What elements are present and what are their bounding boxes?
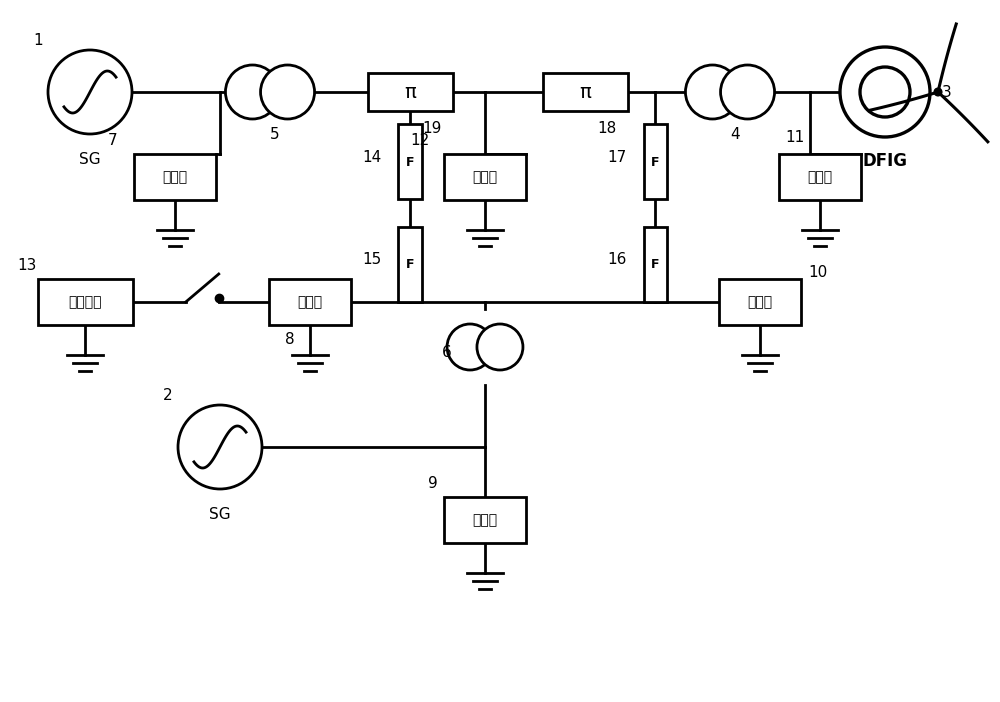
Text: SG: SG bbox=[79, 152, 101, 167]
Text: 负荷５: 负荷５ bbox=[807, 170, 833, 184]
Text: F: F bbox=[651, 156, 659, 168]
Text: F: F bbox=[651, 258, 659, 270]
Text: 1: 1 bbox=[33, 33, 43, 48]
Bar bbox=[444, 154, 526, 200]
Circle shape bbox=[860, 67, 910, 117]
Circle shape bbox=[934, 88, 942, 96]
Bar bbox=[269, 279, 351, 325]
Text: 负荷４: 负荷４ bbox=[747, 295, 773, 309]
Text: DFIG: DFIG bbox=[862, 152, 908, 170]
Text: 附加负荷: 附加负荷 bbox=[68, 295, 102, 309]
Bar bbox=[644, 227, 666, 301]
Text: 12: 12 bbox=[410, 133, 430, 148]
Text: 9: 9 bbox=[428, 476, 438, 491]
Bar bbox=[719, 279, 801, 325]
Text: 8: 8 bbox=[285, 332, 295, 347]
Bar bbox=[398, 227, 422, 301]
Circle shape bbox=[685, 65, 739, 119]
Text: 19: 19 bbox=[422, 121, 442, 136]
Circle shape bbox=[225, 65, 279, 119]
Circle shape bbox=[840, 47, 930, 137]
Text: 14: 14 bbox=[362, 150, 382, 165]
Text: 15: 15 bbox=[362, 252, 382, 267]
Text: F: F bbox=[406, 156, 414, 168]
Bar bbox=[134, 154, 216, 200]
Text: 6: 6 bbox=[442, 345, 452, 360]
Text: 负荷６: 负荷６ bbox=[472, 170, 498, 184]
Text: 16: 16 bbox=[607, 252, 627, 267]
Bar bbox=[368, 73, 452, 111]
Text: 2: 2 bbox=[163, 388, 173, 403]
Text: 5: 5 bbox=[270, 127, 280, 142]
Bar bbox=[398, 124, 422, 199]
Text: π: π bbox=[404, 83, 416, 102]
Text: 负荷３: 负荷３ bbox=[472, 513, 498, 527]
Text: 11: 11 bbox=[785, 130, 805, 145]
Text: 7: 7 bbox=[108, 133, 118, 148]
Circle shape bbox=[261, 65, 315, 119]
Text: F: F bbox=[406, 258, 414, 270]
Bar bbox=[644, 124, 666, 199]
Text: π: π bbox=[579, 83, 591, 102]
Text: 10: 10 bbox=[808, 265, 828, 280]
Circle shape bbox=[178, 405, 262, 489]
Text: 负荷１: 负荷１ bbox=[162, 170, 188, 184]
Circle shape bbox=[447, 324, 493, 370]
Text: 4: 4 bbox=[730, 127, 740, 142]
Text: 18: 18 bbox=[597, 121, 617, 136]
Circle shape bbox=[477, 324, 523, 370]
Text: 13: 13 bbox=[17, 258, 37, 273]
Bar bbox=[779, 154, 861, 200]
Bar bbox=[38, 279, 132, 325]
Text: SG: SG bbox=[209, 507, 231, 522]
Text: 3: 3 bbox=[942, 85, 952, 100]
Circle shape bbox=[721, 65, 775, 119]
Circle shape bbox=[48, 50, 132, 134]
Text: 负荷２: 负荷２ bbox=[297, 295, 323, 309]
Bar bbox=[542, 73, 628, 111]
Text: 17: 17 bbox=[607, 150, 627, 165]
Bar bbox=[444, 497, 526, 543]
